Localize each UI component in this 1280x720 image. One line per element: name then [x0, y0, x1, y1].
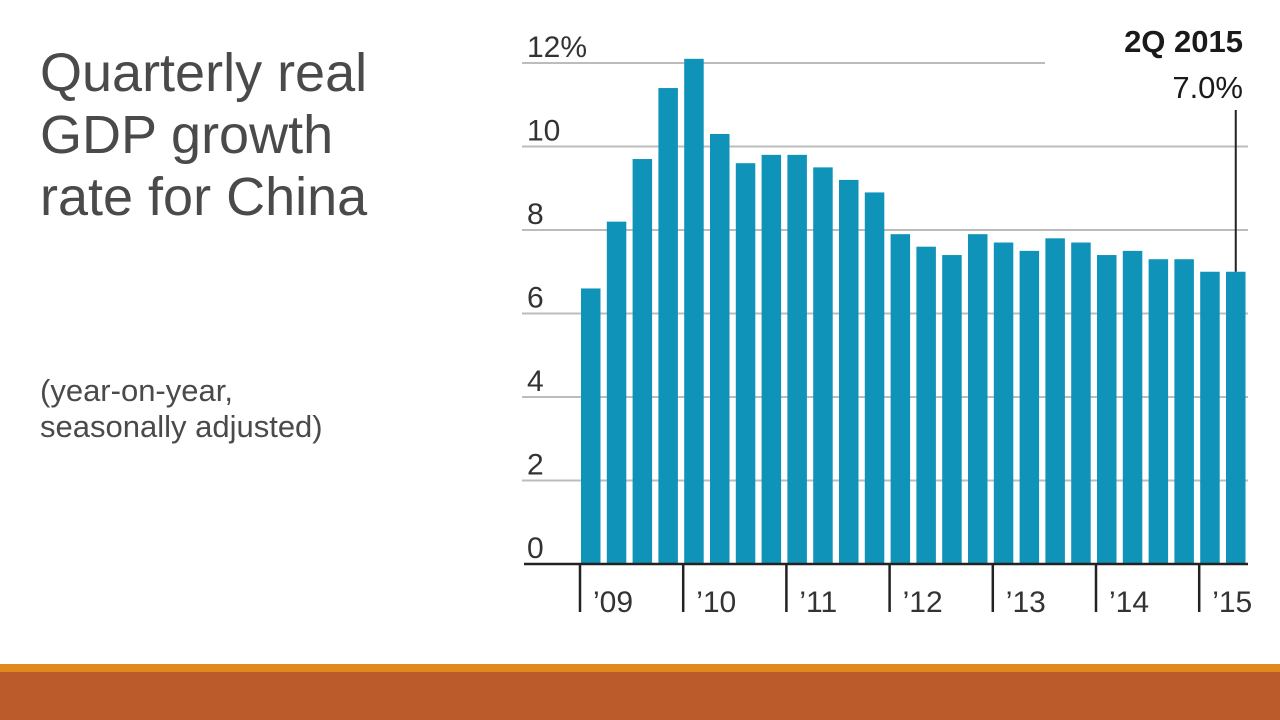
- y-tick-label: 0: [527, 532, 544, 565]
- bar-1q-2014: [1097, 255, 1117, 565]
- y-tick-label: 4: [527, 365, 544, 398]
- bar-1q-2011: [787, 154, 807, 564]
- x-tick-label: ’13: [1006, 586, 1046, 619]
- x-tick-label: ’15: [1212, 586, 1252, 619]
- bar-2q-2010: [710, 133, 730, 564]
- bar-3q-2009: [632, 159, 653, 564]
- slide-title: Quarterly real GDP growth rate for China: [40, 43, 368, 227]
- bar-2q-2012: [916, 246, 936, 564]
- x-tick-label: ’14: [1109, 586, 1149, 619]
- axes: 0 2 4 6 8 10 12% ’09 ’10 ’11 ’12 ’13 ’14 ’15: [524, 31, 1252, 619]
- bar-2q-2013: [1019, 250, 1040, 564]
- bar-4q-2012: [968, 234, 988, 565]
- bar-4q-2011: [864, 192, 885, 565]
- bar-1q-2012: [890, 234, 911, 565]
- bar-1q-2013: [993, 242, 1014, 564]
- x-tick-label: ’12: [903, 586, 943, 619]
- bar-1q-2010: [684, 58, 704, 564]
- bar-2q-2015: [1226, 271, 1246, 564]
- gdp-bar-chart: 0 2 4 6 8 10 12% ’09 ’10 ’11 ’12 ’13 ’14 ’15 2Q 2015 7…: [522, 24, 1252, 619]
- y-tick-label: 12%: [527, 31, 587, 64]
- decorative-band-bottom: [0, 672, 1280, 720]
- decorative-band-top: [0, 664, 1280, 672]
- bar-4q-2014: [1174, 259, 1194, 564]
- annotation-value: 7.0%: [1172, 70, 1243, 105]
- x-tick-label: ’09: [593, 586, 633, 619]
- bar-4q-2010: [761, 154, 782, 564]
- slide-subtitle: (year-on-year, seasonally adjusted): [40, 373, 323, 444]
- bars: [581, 58, 1246, 565]
- bar-1q-2015: [1200, 271, 1220, 564]
- bar-3q-2013: [1045, 238, 1065, 564]
- y-tick-label: 2: [527, 449, 544, 482]
- annotation-label: 2Q 2015: [1124, 24, 1243, 59]
- y-tick-label: 6: [527, 282, 544, 315]
- y-tick-label: 8: [527, 198, 544, 231]
- bar-4q-2013: [1071, 242, 1091, 564]
- y-tick-label: 10: [527, 115, 560, 148]
- bar-4q-2009: [658, 88, 678, 565]
- bar-2q-2009: [606, 221, 627, 564]
- bar-2q-2011: [813, 167, 833, 564]
- bar-1q-2009: [581, 288, 601, 564]
- bar-2q-2014: [1122, 250, 1143, 564]
- bar-3q-2014: [1148, 259, 1169, 564]
- bar-3q-2010: [735, 163, 756, 564]
- annotation: 2Q 2015 7.0%: [1124, 24, 1243, 272]
- bar-3q-2012: [942, 255, 962, 565]
- bar-3q-2011: [839, 179, 859, 564]
- x-tick-label: ’10: [696, 586, 736, 619]
- x-tick-label: ’11: [799, 586, 837, 619]
